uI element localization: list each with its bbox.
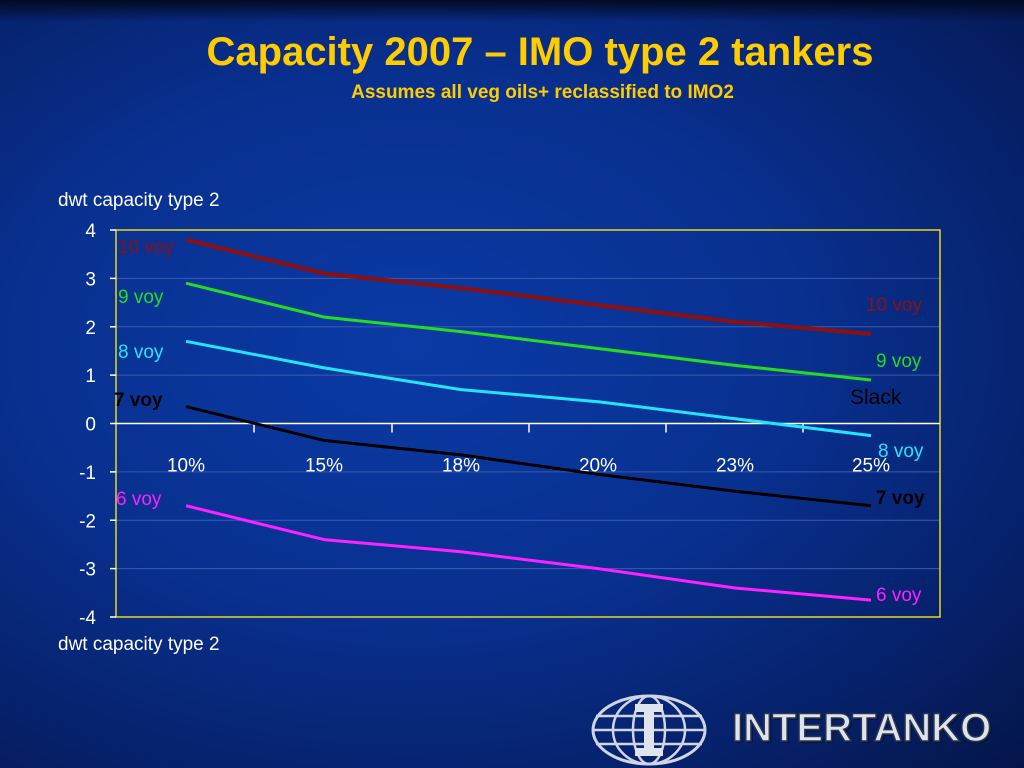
x-tick-label: 18% xyxy=(442,456,480,477)
y-tick-label: 4 xyxy=(85,221,96,242)
y-axis-title-top: dwt capacity type 2 xyxy=(58,190,220,211)
y-tick-label: -2 xyxy=(79,511,96,532)
slide-subtitle: Assumes all veg oils+ reclassified to IM… xyxy=(351,82,734,103)
globe-logo xyxy=(591,694,707,766)
series-line-8-voy xyxy=(185,339,872,438)
top-band xyxy=(0,0,1024,22)
y-axis-title-bottom: dwt capacity type 2 xyxy=(58,634,220,655)
y-tick-label: 2 xyxy=(85,318,96,339)
y-tick-label: 3 xyxy=(85,269,96,290)
y-tick-label: 0 xyxy=(85,415,96,436)
y-tick-label: -1 xyxy=(79,463,96,484)
series-label-left: 7 voy xyxy=(114,390,163,411)
series-line-7-voy xyxy=(185,405,872,508)
series-label-left: 8 voy xyxy=(118,342,164,363)
y-tick-label: -4 xyxy=(79,608,96,629)
brand-wordmark: INTERTANKO xyxy=(731,705,992,751)
series-label-left: 10 voy xyxy=(118,237,174,258)
series-label-right: 10 voy xyxy=(866,295,922,316)
slack-annotation: Slack xyxy=(850,386,902,409)
slide-title: Capacity 2007 – IMO type 2 tankers xyxy=(206,30,874,74)
series-line-9-voy xyxy=(185,281,872,382)
x-tick-label: 10% xyxy=(167,456,205,477)
series-line-6-voy xyxy=(185,504,872,602)
y-tick-label: 1 xyxy=(85,366,96,387)
series-line-10-voy xyxy=(185,237,872,336)
x-tick-label: 15% xyxy=(305,456,343,477)
x-tick-label: 23% xyxy=(716,456,754,477)
x-tick-label: 20% xyxy=(579,456,617,477)
series-label-right: 9 voy xyxy=(876,351,922,372)
series-label-right: 6 voy xyxy=(876,585,922,606)
y-tick-label: -3 xyxy=(79,560,96,581)
series-label-right: 7 voy xyxy=(876,488,925,509)
series-label-left: 6 voy xyxy=(116,489,162,510)
x-tick-label: 25% xyxy=(852,456,890,477)
series-label-left: 9 voy xyxy=(118,287,164,308)
series-label-right: 8 voy xyxy=(878,441,924,462)
